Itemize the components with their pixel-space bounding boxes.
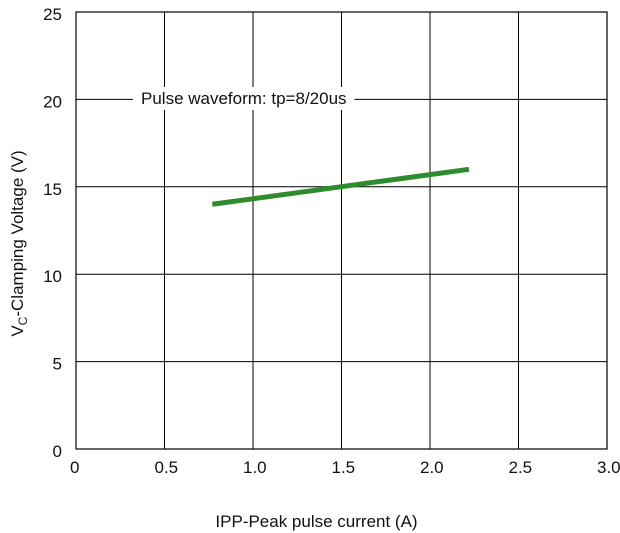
- y-axis-title-suffix: -Clamping Voltage (V): [8, 150, 27, 316]
- y-tick-labels: 0 5 10 15 20 25: [43, 5, 62, 461]
- y-tick-label: 20: [43, 92, 62, 111]
- y-axis-title: VC-Clamping Voltage (V): [8, 150, 30, 336]
- series-layer: [211, 166, 470, 207]
- y-axis-title-prefix: V: [8, 325, 27, 337]
- grid-lines: [76, 12, 607, 449]
- x-tick-label: 1.0: [243, 458, 267, 477]
- y-tick-label: 15: [43, 180, 62, 199]
- x-tick-label: 0.5: [155, 458, 179, 477]
- y-axis-title-subscript: C: [16, 316, 30, 325]
- x-tick-label: 3.0: [597, 458, 620, 477]
- plot-frame: [75, 11, 608, 450]
- y-tick-label: 10: [43, 267, 62, 286]
- x-axis-title: IPP-Peak pulse current (A): [215, 512, 417, 531]
- x-tick-label: 2.5: [509, 458, 533, 477]
- y-tick-label: 0: [53, 442, 62, 461]
- clamping-voltage-line: [211, 166, 470, 207]
- annotation: Pulse waveform: tp=8/20us: [133, 87, 355, 110]
- x-tick-label: 0: [70, 458, 79, 477]
- annotation-background: [133, 87, 355, 110]
- x-tick-labels: 0 0.5 1.0 1.5 2.0 2.5 3.0: [70, 458, 620, 477]
- x-tick-label: 1.5: [332, 458, 356, 477]
- x-tick-label: 2.0: [420, 458, 444, 477]
- annotation-text: Pulse waveform: tp=8/20us: [141, 89, 347, 108]
- y-tick-label: 25: [43, 5, 62, 24]
- y-tick-label: 5: [53, 355, 62, 374]
